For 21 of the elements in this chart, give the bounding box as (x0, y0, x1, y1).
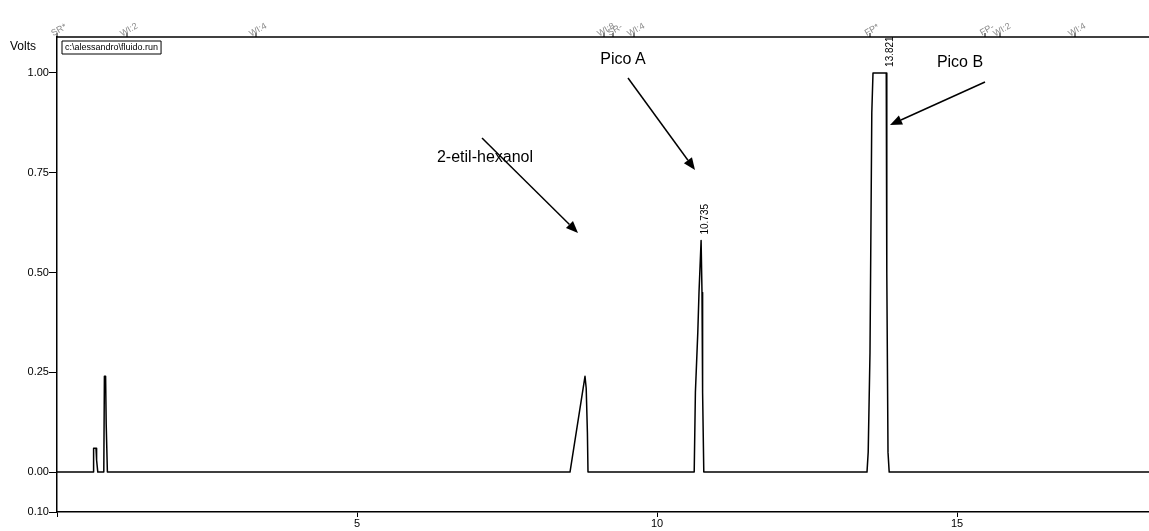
y-axis-title: Volts (10, 39, 37, 54)
annotation: WI:4 (1066, 20, 1088, 39)
annotation: WI:4 (625, 20, 647, 39)
annotation: Pico A (600, 50, 647, 68)
y-tick-label: 1.00 (27, 65, 49, 78)
x-tick-label: 15 (950, 516, 964, 529)
annotation: FP* (862, 21, 882, 38)
y-tick-label: 0.50 (27, 265, 49, 278)
y-tick-label: 0.10 (27, 505, 49, 518)
y-tick-label: 0.75 (27, 165, 49, 178)
annotation: c:\alessandro\fluido.run (65, 42, 159, 53)
y-tick-label: 0.00 (27, 465, 49, 478)
annotation: Pico B (936, 53, 984, 71)
y-tick-label: 0.25 (27, 365, 49, 378)
annotation: 10.735 (698, 203, 710, 235)
annotation: WI:2 (118, 20, 140, 39)
annotation: SR* (49, 20, 69, 38)
annotation: 13.821 (884, 35, 896, 67)
annotation: WI:4 (247, 20, 269, 39)
x-tick-label: 10 (650, 516, 664, 529)
x-tick-label: 5 (353, 516, 361, 529)
